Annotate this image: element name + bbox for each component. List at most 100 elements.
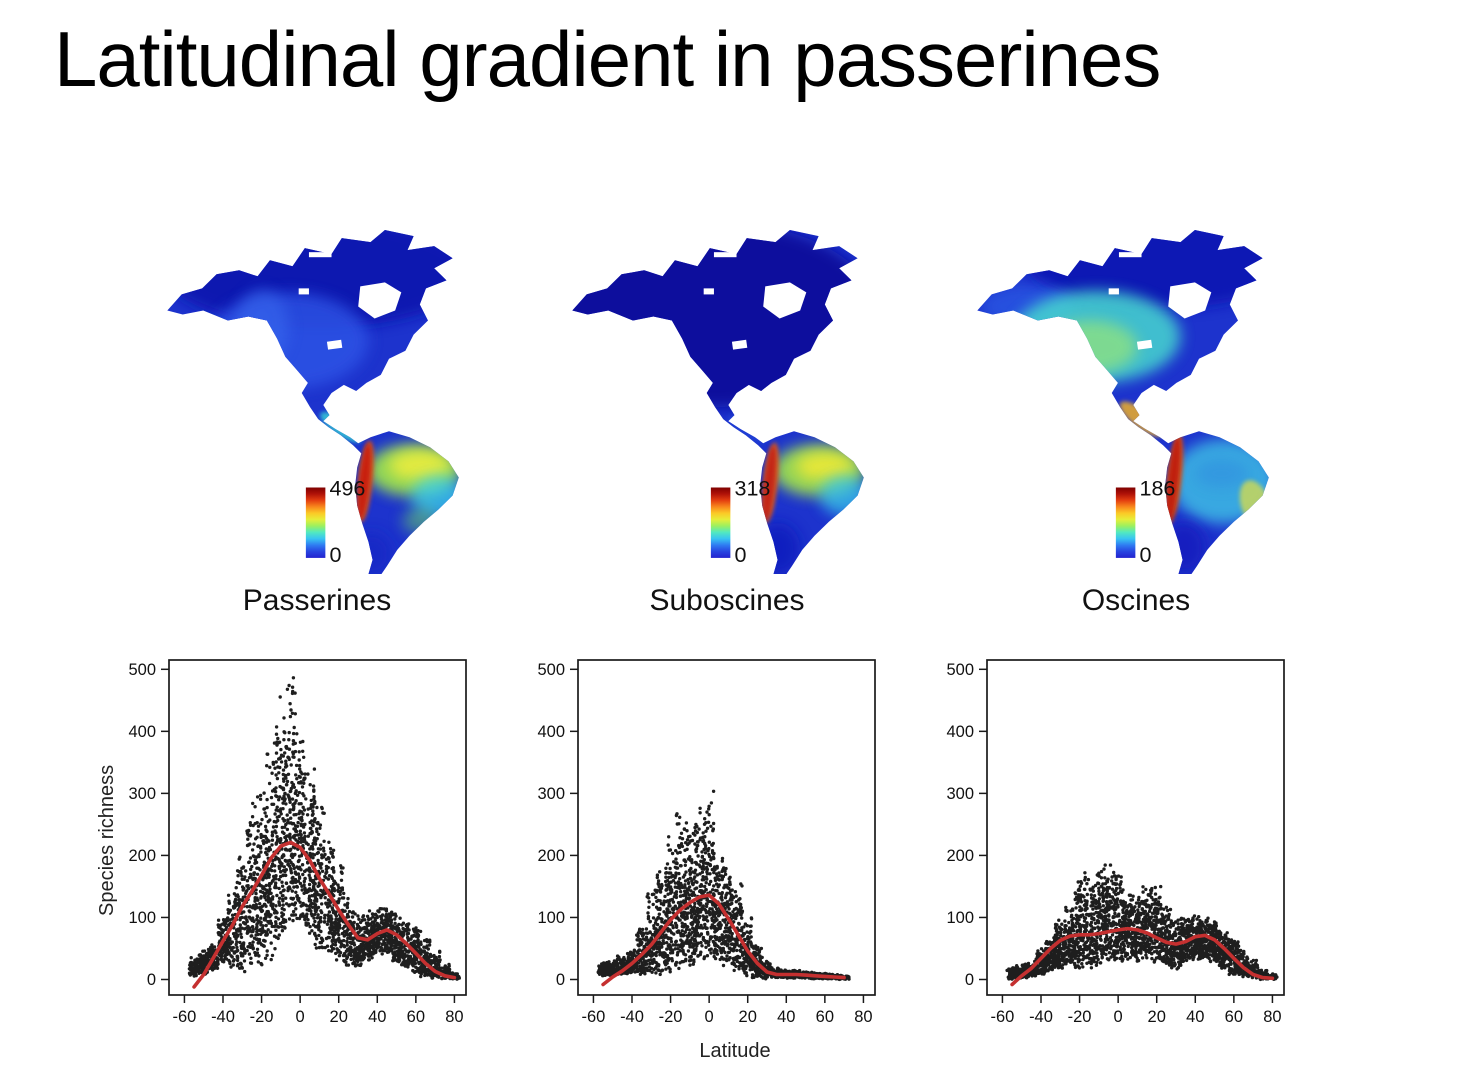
map-label-suboscines: Suboscines <box>649 584 805 617</box>
y-tick-label: 100 <box>946 909 974 927</box>
heat-region <box>351 531 393 574</box>
colorbar-max-label: 496 <box>329 477 365 501</box>
x-tick-label: 20 <box>330 1008 348 1026</box>
x-tick-label: -20 <box>659 1008 683 1026</box>
x-tick-label: -40 <box>1029 1008 1053 1026</box>
x-tick-label: 0 <box>705 1008 714 1026</box>
colorbar-max-label: 186 <box>1139 477 1175 501</box>
y-tick-label: 200 <box>128 847 156 865</box>
colorbar-min-label: 0 <box>1139 543 1151 567</box>
colorbar-max-label: 318 <box>734 477 770 501</box>
heat-region <box>1161 521 1207 574</box>
great-lakes <box>731 339 748 350</box>
y-tick-label: 100 <box>537 909 565 927</box>
hudson-bay <box>358 282 402 319</box>
heat-region <box>402 507 438 534</box>
great-lakes <box>1136 339 1153 350</box>
heat-region <box>320 411 362 443</box>
scatter-panel-passerines: 0 100 200 300 400 500 -60 -40 -20 0 20 40 60 80 <box>109 645 519 1035</box>
heat-region <box>1119 401 1164 437</box>
heat-region <box>796 452 854 481</box>
colorbar-min-label: 0 <box>734 543 746 567</box>
x-axis-label: Latitude <box>699 1040 771 1062</box>
arctic-channel <box>713 252 737 258</box>
x-tick-label: 0 <box>1114 1008 1123 1026</box>
scatter-plot-passerines: 0 100 200 300 400 500 -60 -40 -20 0 20 40 60 80 <box>128 659 467 1026</box>
colorbar <box>710 487 731 558</box>
smooth-line <box>1010 926 1275 987</box>
axis-ticks: 0 100 200 300 400 500 -60 -40 -20 0 20 40 60 80 <box>128 661 463 1026</box>
axis-ticks: 0 100 200 300 400 500 -60 -40 -20 0 20 40 60 80 <box>946 661 1281 1026</box>
heat-region <box>755 522 801 574</box>
colorbar-min-label: 0 <box>329 543 341 567</box>
y-tick-label: 400 <box>946 723 974 741</box>
plot-frame <box>986 659 1285 996</box>
arctic-channel <box>1118 252 1142 258</box>
scatter-points <box>596 789 851 982</box>
plot-frame <box>577 659 876 996</box>
x-tick-label: 60 <box>816 1008 834 1026</box>
y-tick-label: 200 <box>946 847 974 865</box>
y-axis-label: Species richness <box>96 764 118 917</box>
x-tick-label: -60 <box>172 1008 196 1026</box>
y-tick-label: 300 <box>946 785 974 803</box>
arctic-channel <box>308 252 332 258</box>
colorbar <box>305 487 326 558</box>
scatter-plot-oscines: 0 100 200 300 400 500 -60 -40 -20 0 20 40 60 80 <box>946 659 1285 1026</box>
scatter-points <box>187 676 461 981</box>
y-tick-label: 300 <box>128 785 156 803</box>
lake-speck <box>703 288 714 295</box>
heat-region <box>572 230 864 408</box>
heat-region <box>357 443 371 520</box>
x-tick-label: 20 <box>739 1008 757 1026</box>
hudson-bay <box>763 282 807 319</box>
map-panel-oscines: 186 0 <box>965 222 1355 574</box>
colorbar <box>1115 487 1136 558</box>
x-tick-label: 40 <box>777 1008 795 1026</box>
heat-region <box>235 289 289 366</box>
heat-region <box>819 475 864 516</box>
x-tick-label: 80 <box>854 1008 872 1026</box>
map-label-passerines: Passerines <box>242 584 392 617</box>
map-label-oscines: Oscines <box>1081 584 1191 617</box>
heat-region <box>1043 320 1138 373</box>
y-tick-label: 200 <box>537 847 565 865</box>
heat-region <box>389 450 451 481</box>
richness-map-suboscines: 318 0 <box>572 230 864 574</box>
x-tick-label: 60 <box>1225 1008 1243 1026</box>
scatter-plot-suboscines: 0 100 200 300 400 500 -60 -40 -20 0 20 40 60 80 <box>537 659 876 1026</box>
lake-speck <box>298 288 309 295</box>
x-tick-label: -40 <box>620 1008 644 1026</box>
y-tick-label: 500 <box>946 661 974 679</box>
richness-map-passerines: 496 0 <box>167 230 459 574</box>
heat-region <box>208 292 369 389</box>
x-tick-label: 80 <box>1263 1008 1281 1026</box>
y-tick-label: 500 <box>537 661 565 679</box>
y-tick-label: 400 <box>128 723 156 741</box>
x-tick-label: -20 <box>250 1008 274 1026</box>
great-lakes <box>326 339 343 350</box>
scatter-points <box>1005 863 1279 982</box>
x-tick-label: 60 <box>407 1008 425 1026</box>
x-tick-label: 40 <box>368 1008 386 1026</box>
y-tick-label: 0 <box>147 971 156 989</box>
axis-ticks: 0 100 200 300 400 500 -60 -40 -20 0 20 40 60 80 <box>537 661 872 1026</box>
heat-region <box>762 445 776 522</box>
scatter-panel-oscines: 0 100 200 300 400 500 -60 -40 -20 0 20 40 60 80 <box>927 645 1337 1035</box>
hudson-bay <box>1168 282 1212 319</box>
y-tick-label: 0 <box>556 971 565 989</box>
scatter-panel-suboscines: 0 100 200 300 400 500 -60 -40 -20 0 20 40 60 80 <box>518 645 928 1035</box>
y-tick-label: 100 <box>128 909 156 927</box>
y-tick-label: 500 <box>128 661 156 679</box>
y-tick-label: 400 <box>537 723 565 741</box>
x-tick-label: -60 <box>581 1008 605 1026</box>
smooth-line <box>601 893 846 987</box>
y-tick-label: 0 <box>965 971 974 989</box>
map-panel-passerines: 496 0 <box>155 222 545 574</box>
heat-region <box>727 414 766 444</box>
x-tick-label: 0 <box>296 1008 305 1026</box>
heat-region <box>1166 436 1181 523</box>
heat-region <box>1194 459 1249 488</box>
